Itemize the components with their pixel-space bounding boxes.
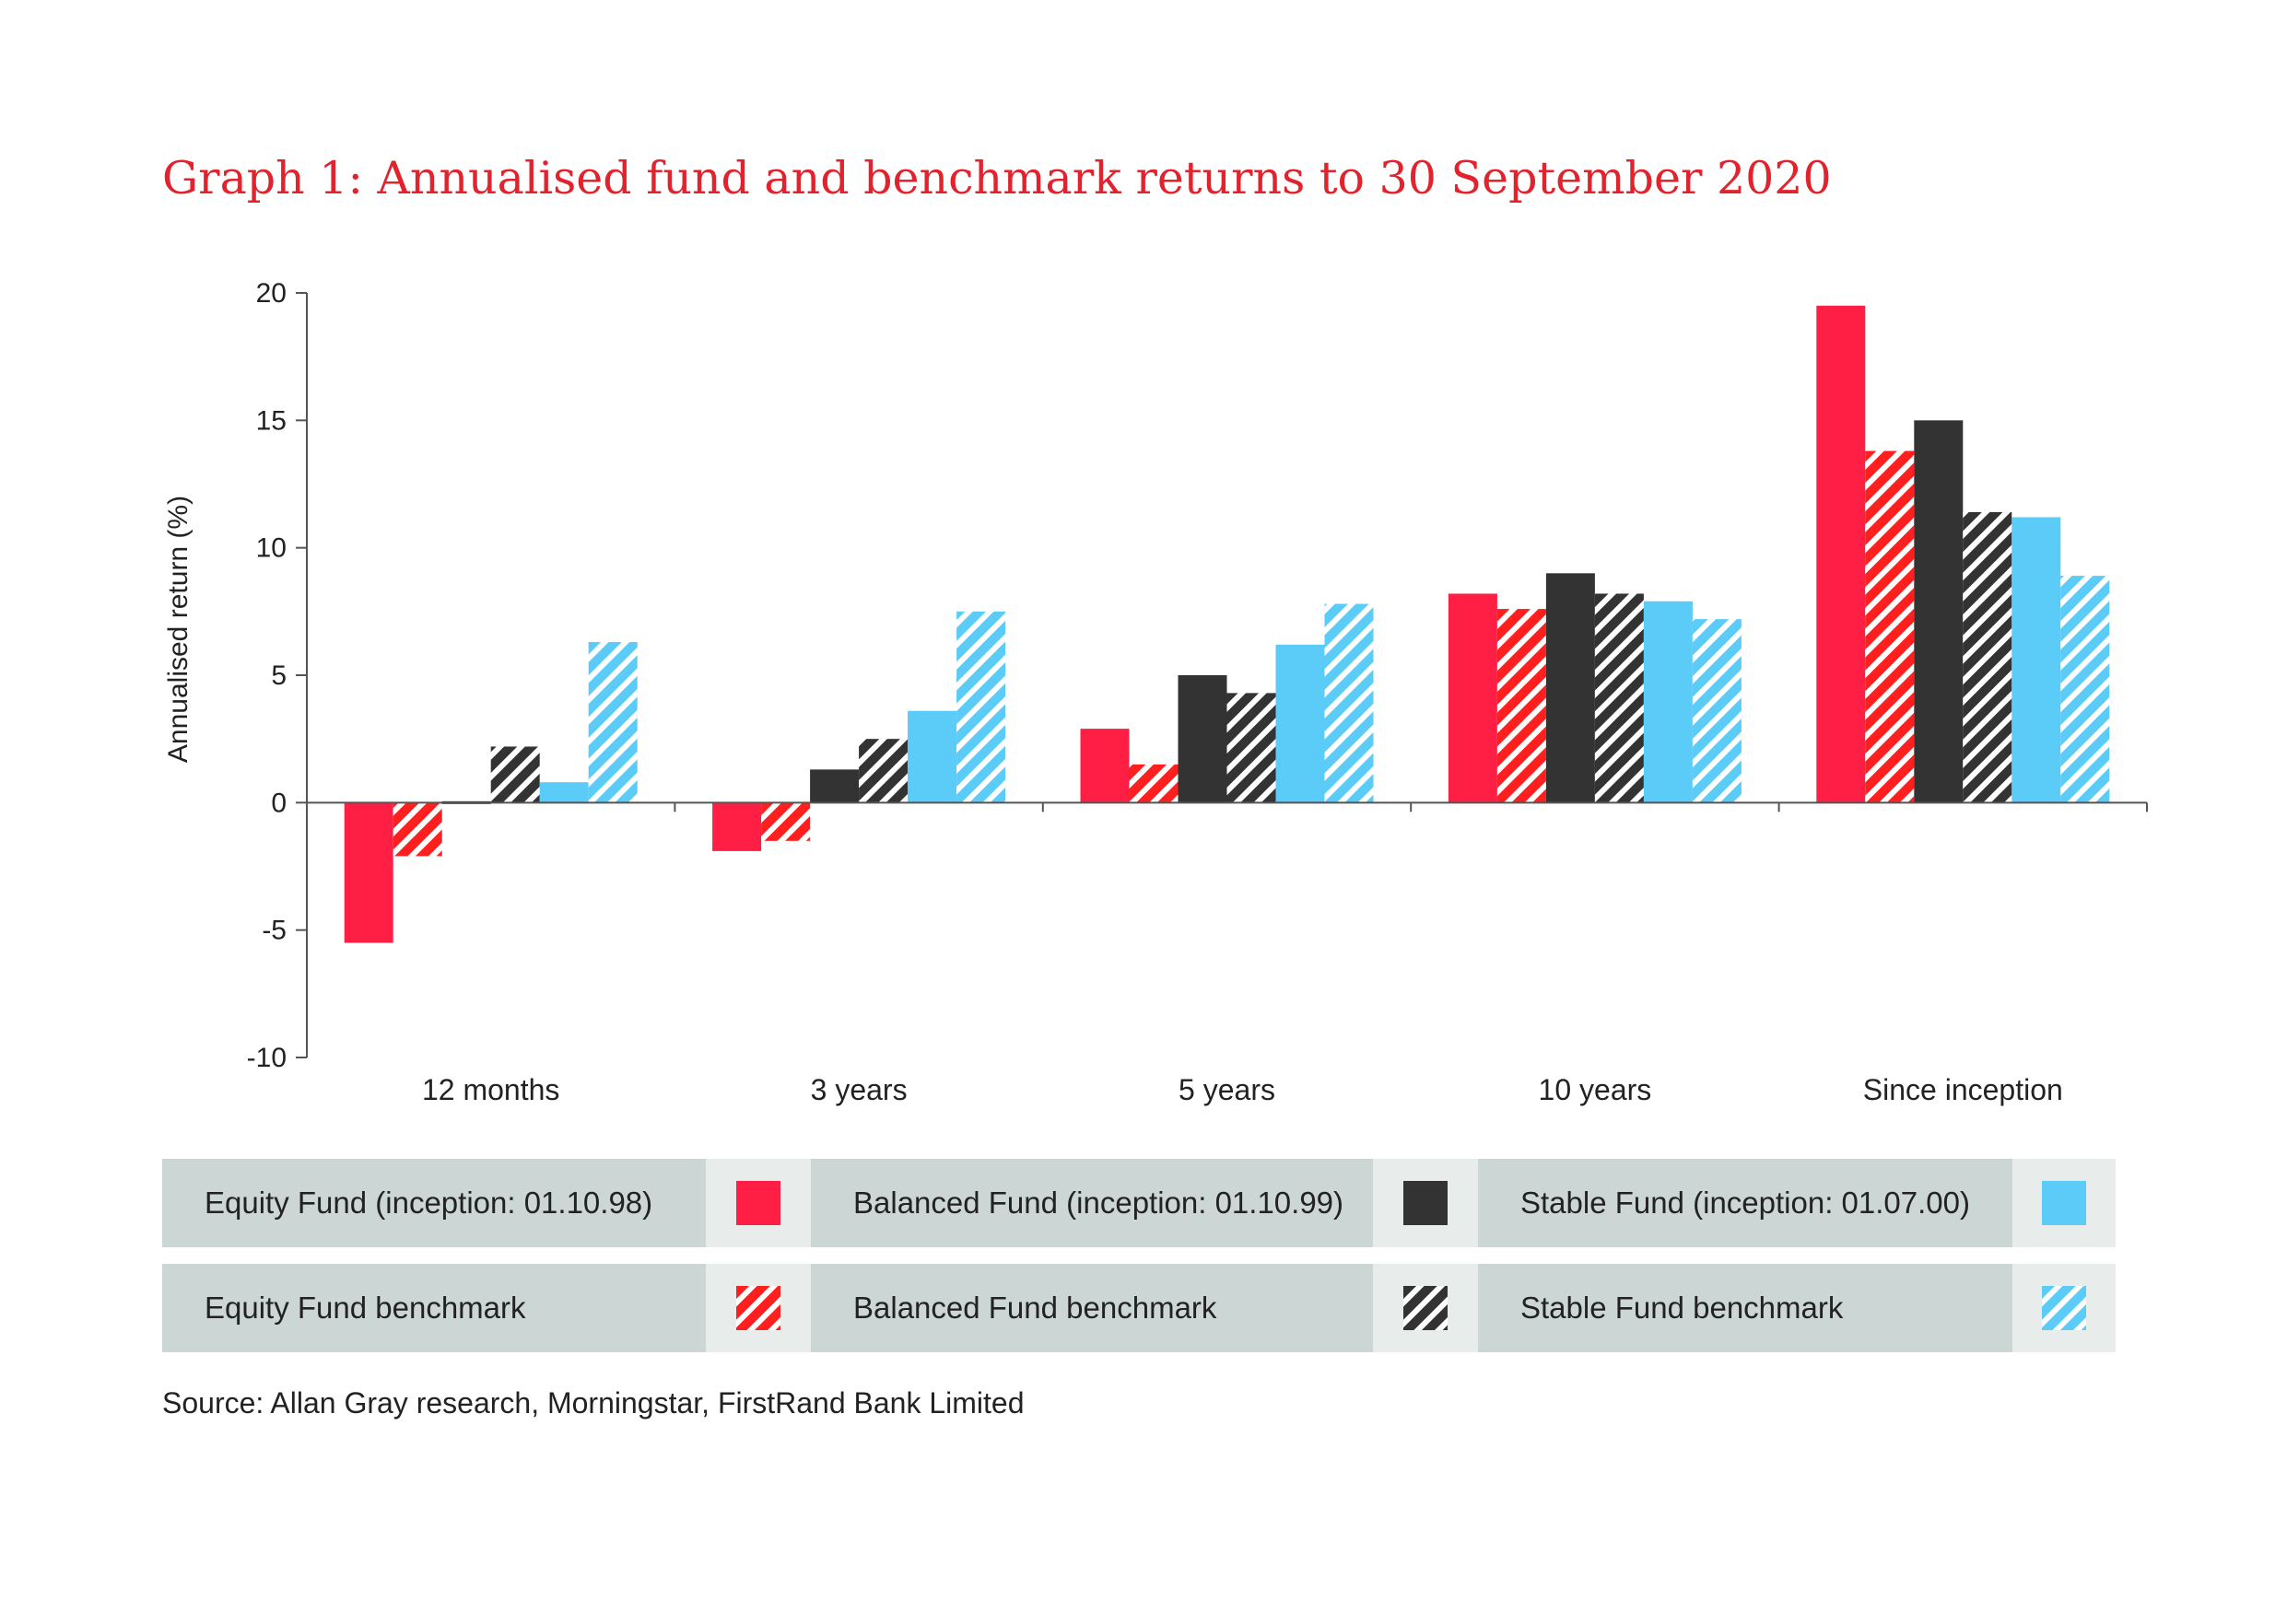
bar-2-5-years [1129,764,1179,803]
x-category-label: 12 months [422,1073,559,1106]
x-category-label: Since inception [1863,1073,2063,1106]
legend-swatch-stable-fund [2042,1181,2086,1225]
legend-swatch-stable-benchmark [2042,1286,2086,1330]
x-category-label: 5 years [1179,1073,1275,1106]
legend-label-stable-benchmark: Stable Fund benchmark [1478,1264,2012,1352]
bar-3-10-years [1545,573,1595,803]
bar-6-since-inception [2060,576,2110,803]
legend-swatch-balanced-benchmark [1403,1286,1448,1330]
bar-1-12-months [344,802,393,943]
bars-layer [344,305,2110,943]
legend-label-stable-fund: Stable Fund (inception: 01.07.00) [1478,1159,2012,1247]
y-tick-label: 15 [256,405,287,436]
x-category-label: 3 years [811,1073,908,1106]
bar-4-3-years [859,739,909,803]
bar-6-5-years [1324,603,1374,803]
bar-5-10-years [1643,601,1693,803]
bar-chart: 20 15 10 5 0 -5 -10 12 months 3 years 5 years 10 y… [163,278,2148,1106]
y-tick-label: -5 [262,916,287,946]
bar-3-3-years [810,769,860,803]
x-category-label: 10 years [1539,1073,1652,1106]
bar-6-12-months [588,642,638,803]
legend: Equity Fund (inception: 01.10.98) Balanc… [162,1159,2116,1369]
y-axis-title: Annualised return (%) [163,496,194,763]
bar-4-5-years [1226,693,1276,803]
legend-swatch-cell [1373,1264,1478,1352]
legend-row-benchmarks: Equity Fund benchmark Balanced Fund benc… [162,1264,2116,1352]
legend-label-balanced-fund: Balanced Fund (inception: 01.10.99) [811,1159,1373,1247]
chart-title: Graph 1: Annualised fund and benchmark r… [162,152,1832,204]
legend-swatch-cell [1373,1159,1478,1247]
legend-swatch-cell [706,1264,811,1352]
y-tick-label: -10 [247,1043,287,1073]
bar-3-since-inception [1914,420,1964,803]
legend-swatch-equity-fund [736,1181,780,1225]
legend-swatch-cell [2012,1159,2116,1247]
bar-6-3-years [956,611,1006,803]
bar-5-12-months [539,782,589,803]
legend-row-funds: Equity Fund (inception: 01.10.98) Balanc… [162,1159,2116,1247]
bar-4-since-inception [1963,511,2012,803]
axes-layer [296,292,2148,1058]
legend-label-equity-fund: Equity Fund (inception: 01.10.98) [162,1159,706,1247]
bar-1-3-years [712,802,762,851]
bar-4-12-months [490,746,540,803]
bar-4-10-years [1594,593,1644,803]
legend-label-balanced-benchmark: Balanced Fund benchmark [811,1264,1373,1352]
legend-label-equity-benchmark: Equity Fund benchmark [162,1264,706,1352]
source-note: Source: Allan Gray research, Morningstar… [162,1386,1025,1420]
bar-6-10-years [1692,619,1742,803]
bar-2-3-years [761,802,811,841]
y-tick-label: 5 [271,660,287,691]
y-tick-label: 10 [256,533,287,564]
bar-5-5-years [1275,644,1325,803]
bar-1-5-years [1080,729,1130,803]
bar-3-5-years [1178,675,1227,803]
y-tick-label: 20 [256,278,287,309]
legend-swatch-balanced-fund [1403,1181,1448,1225]
bar-5-3-years [908,710,957,803]
y-tick-label: 0 [271,788,287,818]
bar-5-since-inception [2011,517,2061,803]
labels-layer: 20 15 10 5 0 -5 -10 12 months 3 years 5 years 10 y… [163,278,2063,1106]
bar-2-12-months [393,802,442,857]
bar-1-since-inception [1816,305,1866,803]
legend-swatch-equity-benchmark [736,1286,780,1330]
legend-swatch-cell [2012,1264,2116,1352]
bar-2-since-inception [1865,450,1915,803]
legend-swatch-cell [706,1159,811,1247]
bar-1-10-years [1448,593,1497,803]
bar-2-10-years [1496,609,1546,803]
